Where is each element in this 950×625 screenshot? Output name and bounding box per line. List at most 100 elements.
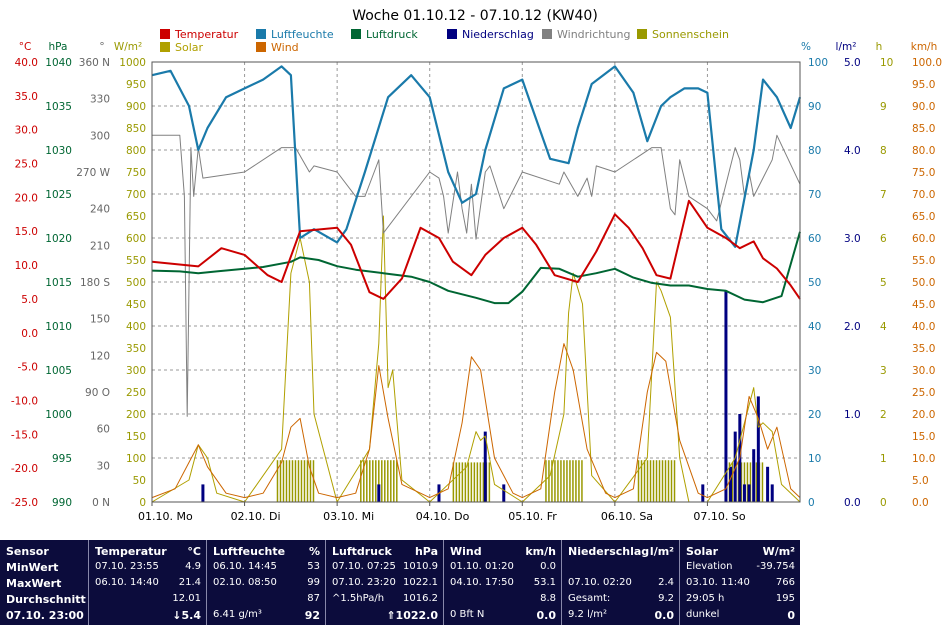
cell-value: 0 <box>787 609 795 622</box>
axis-tick-label-wind_speed: 95.0 <box>912 79 935 91</box>
axis-tick-label-humidity: 80 <box>808 145 821 157</box>
axis-tick-label-wind_speed: 100.0 <box>912 57 942 69</box>
axis-tick-label-solar: 900 <box>126 101 146 113</box>
axis-tick-label-wind_direction: 0 N <box>92 497 110 509</box>
legend-label-luftfeuchte: Luftfeuchte <box>271 28 334 41</box>
cell-value: 0.0 <box>536 609 557 622</box>
legend: Temperatur Luftfeuchte Luftdruck Niederschl… <box>160 28 729 54</box>
x-tick-label: 02.10. Di <box>231 510 281 523</box>
precipitation-bar <box>766 466 770 502</box>
axis-tick-label-solar: 100 <box>126 453 146 465</box>
axis-tick-label-solar: 650 <box>126 211 146 223</box>
axis-tick-label-solar: 850 <box>126 123 146 135</box>
x-tick-label: 04.10. Do <box>416 510 470 523</box>
series-line-solar <box>151 215 801 503</box>
cell-value: 87 <box>307 593 320 604</box>
axis-tick-label-wind_direction: 120 <box>90 350 110 362</box>
summary-column-wind: Wind km/h 01.10. 01:20 0.0 04.10. 17:50 53.1 8… <box>443 540 562 625</box>
axis-tick-label-wind_speed: 55.0 <box>912 255 935 267</box>
axis-tick-label-wind_direction: 30 <box>97 460 110 472</box>
row-label: MinWert <box>6 561 59 574</box>
summary-column-luftdruck: Luftdruck hPa 07.10. 07:25 1010.9 07.10. 23:… <box>325 540 444 625</box>
axis-tick-label-wind_speed: 50.0 <box>912 277 935 289</box>
chart: Woche 01.10.12 - 07.10.12 (KW40) Tempera… <box>11 8 942 523</box>
axis-tick-label-solar: 1000 <box>119 57 146 69</box>
cell-date: 07.10. 23:55 <box>95 561 159 572</box>
column-unit: % <box>308 545 320 558</box>
axis-tick-label-sunshine: 5 <box>880 277 887 289</box>
axis-tick-label-pressure: 1010 <box>45 321 72 333</box>
axis-tick-label-wind_direction: 150 <box>90 314 110 326</box>
axis-tick-label-sunshine: 4 <box>880 321 887 333</box>
axis-tick-label-temperature: -25.0 <box>11 497 38 509</box>
row-label: MaxWert <box>6 577 62 590</box>
cell-date: 29:05 h <box>686 593 725 604</box>
axis-tick-label-wind_speed: 35.0 <box>912 343 935 355</box>
column-title: Temperatur <box>95 545 167 558</box>
axis-tick-label-humidity: 90 <box>808 101 821 113</box>
axis-tick-label-sunshine: 6 <box>880 233 887 245</box>
summary-column-niederschlag: Niederschlag l/m² 07.10. 02:20 2.4 Gesamt: 9.… <box>561 540 680 625</box>
axis-tick-label-wind_direction: 60 <box>97 424 110 436</box>
axis-tick-label-temperature: 25.0 <box>15 159 38 171</box>
legend-label-niederschlag: Niederschlag <box>462 28 534 41</box>
precipitation-bar <box>770 484 774 502</box>
cell-date: 03.10. 11:40 <box>686 577 750 588</box>
cell-date: 06.10. 14:45 <box>213 561 277 572</box>
axis-tick-label-humidity: 70 <box>808 189 821 201</box>
cell-value: 8.8 <box>540 593 556 604</box>
x-tick-label: 06.10. Sa <box>601 510 653 523</box>
cell-date: 9.2 l/m² <box>568 609 607 620</box>
cell-value: 2.4 <box>658 577 674 588</box>
cell-value: 92 <box>304 609 320 622</box>
cell-date: 6.41 g/m³ <box>213 609 262 620</box>
axis-tick-label-temperature: -20.0 <box>11 463 38 475</box>
axis-tick-label-solar: 0 <box>139 497 146 509</box>
axis-tick-label-pressure: 995 <box>52 453 72 465</box>
cell-value: 99 <box>307 577 320 588</box>
summary-column-luftfeuchte: Luftfeuchte% 06.10. 14:45 53 02.10. 08:50 99… <box>206 540 326 625</box>
legend-label-wind: Wind <box>271 41 299 54</box>
precipitation-bar <box>483 431 487 502</box>
cell-value: 4.9 <box>185 561 201 572</box>
plot-area <box>151 65 802 503</box>
column-title: Wind <box>450 545 482 558</box>
axes: 40.035.030.025.020.015.010.05.00.0-5.0-1… <box>11 41 942 523</box>
axis-tick-label-wind_speed: 5.0 <box>912 475 929 487</box>
cell-date: 01.10. 01:20 <box>450 561 514 572</box>
axis-tick-label-wind_direction: 90 O <box>85 387 110 399</box>
axis-tick-label-wind_speed: 90.0 <box>912 101 935 113</box>
legend-swatch-luftfeuchte <box>256 29 266 39</box>
cell-value: 21.4 <box>178 577 201 588</box>
axis-unit-wind_direction: ° <box>99 41 104 53</box>
axis-tick-label-precipitation: 5.0 <box>844 57 861 69</box>
axis-tick-label-sunshine: 3 <box>880 365 887 377</box>
axis-tick-label-precipitation: 1.0 <box>844 409 861 421</box>
axis-tick-label-temperature: 0.0 <box>21 328 38 340</box>
axis-tick-label-pressure: 1025 <box>45 189 72 201</box>
x-tick-label: 01.10. Mo <box>138 510 193 523</box>
axis-tick-label-temperature: 20.0 <box>15 192 38 204</box>
series-line-luftdruck <box>151 231 801 305</box>
axis-tick-label-pressure: 1030 <box>45 145 72 157</box>
row-label: 07.10. 23:00 <box>6 609 84 622</box>
cell-value: ⇑1022.0 <box>386 609 438 622</box>
column-title: Luftdruck <box>332 545 392 558</box>
axis-unit-temperature: °C <box>19 41 32 53</box>
grid <box>152 62 800 502</box>
axis-tick-label-sunshine: 7 <box>880 189 887 201</box>
axis-tick-label-humidity: 20 <box>808 409 821 421</box>
axis-tick-label-wind_speed: 10.0 <box>912 453 935 465</box>
axis-tick-label-solar: 200 <box>126 409 146 421</box>
precipitation-bar <box>752 449 756 502</box>
legend-label-sonnenschein: Sonnenschein <box>652 28 729 41</box>
axis-tick-label-solar: 750 <box>126 167 146 179</box>
axis-tick-label-wind_speed: 85.0 <box>912 123 935 135</box>
axis-tick-label-sunshine: 0 <box>880 497 887 509</box>
chart-title: Woche 01.10.12 - 07.10.12 (KW40) <box>352 8 598 24</box>
axis-tick-label-precipitation: 0.0 <box>844 497 861 509</box>
row-label: Durchschnitt <box>6 593 86 606</box>
axis-tick-label-solar: 50 <box>133 475 146 487</box>
series-line-luftfeuchte <box>151 65 802 248</box>
axis-tick-label-wind_direction: 360 N <box>79 57 110 69</box>
